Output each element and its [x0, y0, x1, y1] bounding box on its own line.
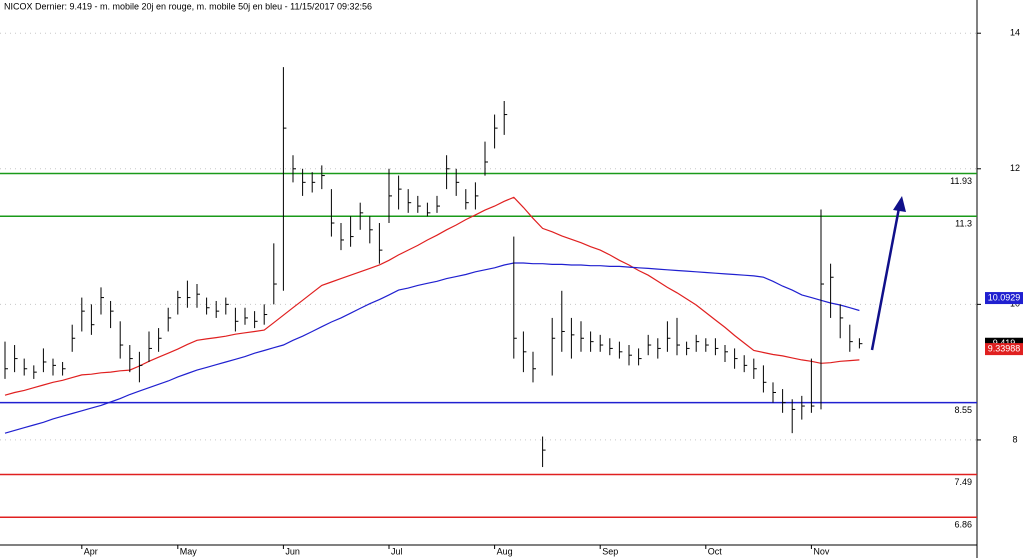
- x-tick-label: Oct: [708, 546, 723, 556]
- level-label: 11.3: [955, 219, 972, 229]
- x-tick-label: May: [180, 546, 198, 556]
- price-tag-label: 9.33988: [988, 343, 1021, 353]
- y-tick-label: 12: [1010, 163, 1020, 173]
- x-tick-label: Aug: [497, 546, 513, 556]
- chart-title: NICOX Dernier: 9.419 - m. mobile 20j en …: [4, 1, 372, 11]
- moving-average: [4, 196, 860, 396]
- x-tick-label: Apr: [84, 546, 98, 556]
- y-tick-label: 8: [1012, 434, 1017, 444]
- level-label: 8.55: [954, 405, 972, 415]
- level-label: 6.86: [954, 520, 972, 530]
- moving-average: [4, 262, 860, 434]
- x-tick-label: Nov: [813, 546, 830, 556]
- x-tick-label: Jun: [285, 546, 300, 556]
- arrow-head: [893, 196, 906, 212]
- level-label: 11.93: [950, 176, 972, 186]
- price-tag: [985, 292, 1023, 305]
- x-tick-label: Jul: [391, 546, 403, 556]
- arrow-shaft: [870, 207, 901, 351]
- level-label: 7.49: [954, 477, 972, 487]
- y-tick-label: 14: [1010, 28, 1020, 38]
- plot-area: 8101214AprMayJunJulAugSepOctNov11.9311.3…: [0, 28, 1023, 556]
- x-tick-label: Sep: [602, 546, 618, 556]
- price-tag-label: 10.0929: [988, 292, 1021, 302]
- price-tag: [985, 343, 1023, 356]
